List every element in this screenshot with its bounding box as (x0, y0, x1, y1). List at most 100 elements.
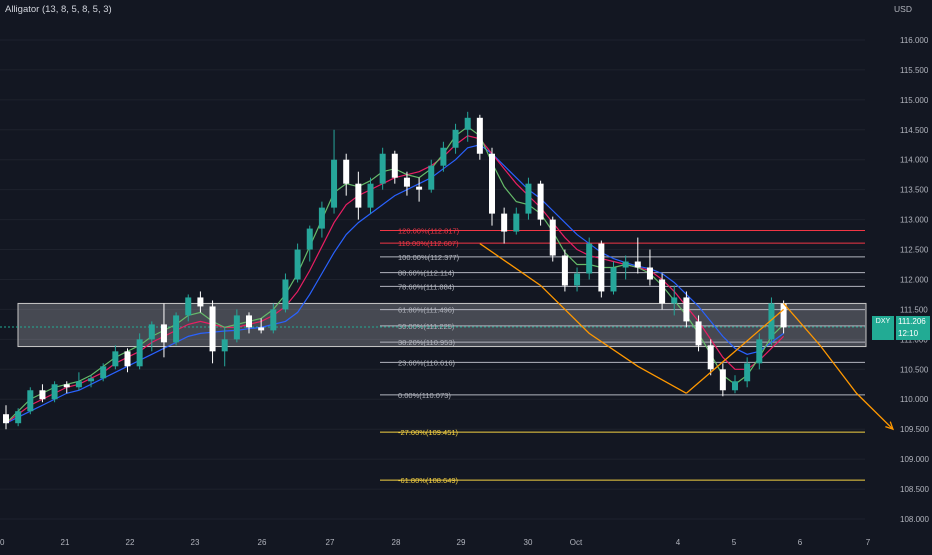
candle-body (379, 153, 386, 184)
fib-level-label: 78.60%(111.884) (398, 282, 455, 291)
candle-body (197, 297, 204, 307)
candle-body (646, 267, 653, 280)
y-tick-label: 113.500 (900, 186, 929, 195)
candle-body (27, 390, 34, 412)
supply-zone (17, 302, 867, 348)
x-tick-label: 30 (524, 538, 533, 547)
x-tick-label: 23 (191, 538, 200, 547)
x-tick-label: 29 (457, 538, 466, 547)
candle-body (549, 219, 556, 256)
candle-body (51, 384, 58, 400)
last-price-tag (872, 316, 894, 340)
candle-body (683, 297, 690, 322)
candle-body (282, 279, 289, 310)
candle-body (233, 315, 240, 340)
candle-body (598, 243, 605, 292)
candle-body (659, 279, 666, 304)
x-tick-label: 20 (0, 538, 5, 547)
y-tick-label: 112.000 (900, 275, 929, 284)
candle-body (440, 147, 447, 166)
x-tick-label: 6 (798, 538, 803, 547)
y-tick-label: 112.500 (900, 246, 929, 255)
candle-body (294, 249, 301, 280)
x-tick-label: 22 (126, 538, 135, 547)
last-price-value-box: 111.206 12:10 (896, 316, 930, 340)
currency-label: USD (894, 4, 912, 14)
candle-body (148, 324, 155, 340)
candle-body (331, 159, 338, 208)
candle-body (318, 207, 325, 229)
y-axis: 116.000 115.500 115.000 114.500 114.000 113.5… (900, 36, 929, 524)
arrow-head (885, 421, 895, 431)
indicator-title: Alligator (13, 8, 5, 8, 5, 3) (5, 4, 112, 15)
candle-body (622, 261, 629, 268)
candle-body (464, 117, 471, 130)
candle-body (452, 129, 459, 148)
fib-level-label: 38.20%(110.953) (398, 338, 455, 347)
candle-body (634, 261, 641, 268)
pattern-line (479, 243, 687, 394)
candle-body (209, 306, 216, 352)
candle-body (719, 369, 726, 391)
candle-body (367, 183, 374, 208)
candle-body (112, 351, 119, 367)
candle-body (270, 309, 277, 331)
grid (0, 39, 865, 520)
candle-body (610, 267, 617, 292)
y-tick-label: 109.500 (900, 425, 929, 434)
fib-level-label: 100.00%(112.377) (398, 253, 460, 262)
symbol-label: DXY (875, 318, 891, 325)
candle-body (88, 378, 95, 382)
y-tick-label: 108.000 (900, 515, 929, 524)
x-tick-label: 26 (258, 538, 267, 547)
candle-body (489, 153, 495, 214)
candle-body (671, 297, 678, 304)
candle-body (136, 339, 143, 367)
x-tick-label: 4 (676, 538, 681, 547)
candle-body (476, 117, 483, 154)
candle-body (780, 303, 787, 328)
last-price-value: 111.206 (898, 317, 926, 326)
fib-level-label: -27.00%(109.451) (398, 428, 459, 437)
fib-level-label: 0.00%(110.073) (398, 391, 451, 400)
candle-body (343, 159, 350, 184)
candle-body (586, 243, 593, 274)
pattern-layer (479, 243, 895, 431)
candle-body (695, 321, 702, 346)
candle-body (258, 327, 265, 331)
y-tick-label: 114.500 (900, 126, 929, 135)
candle-body (525, 183, 532, 214)
y-tick-label: 115.000 (900, 96, 929, 105)
candle-body (173, 315, 180, 343)
candle-body (306, 228, 313, 250)
candles-layer (3, 111, 787, 430)
alligator-jaw (5, 144, 784, 424)
x-tick-label: 27 (326, 538, 335, 547)
candle-body (501, 213, 508, 232)
candle-body (744, 363, 751, 382)
fib-level-label: 110.00%(112.607) (398, 239, 459, 248)
y-tick-label: 108.500 (900, 485, 929, 494)
y-tick-label: 111.500 (900, 305, 928, 314)
candle-body (537, 183, 544, 220)
pattern-line (685, 308, 785, 394)
x-tick-label: Oct (570, 538, 583, 547)
y-tick-label: 110.500 (900, 365, 929, 374)
x-tick-label: 28 (392, 538, 401, 547)
candle-body (732, 381, 738, 391)
y-tick-label: 110.000 (900, 395, 929, 404)
candle-body (3, 414, 9, 424)
candle-body (428, 165, 435, 190)
y-tick-label: 115.500 (900, 66, 929, 75)
candle-body (403, 177, 410, 187)
candle-body (513, 213, 520, 232)
candle-body (574, 273, 581, 286)
countdown-value: 12:10 (898, 329, 919, 338)
candle-body (355, 183, 362, 208)
candle-body (416, 186, 423, 190)
fib-level-label: 120.00%(112.817) (398, 227, 460, 236)
candle-body (391, 153, 398, 178)
fib-level-label: -61.80%(108.649) (398, 476, 459, 485)
